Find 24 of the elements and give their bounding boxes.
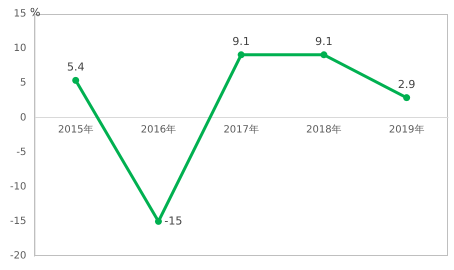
point [154, 218, 162, 225]
data-label: 5.4 [66, 60, 84, 74]
data-label: 2.9 [398, 78, 416, 92]
data-label: 9.1 [232, 35, 250, 48]
point [72, 76, 80, 84]
y-tick-label: -5 [16, 146, 26, 158]
y-tick-label: 10 [14, 43, 26, 54]
data-label: 9.1 [315, 35, 333, 48]
y-tick-label: -20 [10, 250, 26, 262]
y-axis-title: % [30, 6, 40, 19]
x-tick-label: 2016年 [140, 123, 176, 136]
point [320, 51, 328, 58]
point [238, 51, 245, 58]
x-tick-label: 2017年 [223, 123, 259, 136]
point [403, 94, 410, 102]
x-tick-label: 2018年 [306, 123, 342, 136]
y-tick-label: 5 [20, 78, 26, 89]
y-tick-label: -15 [10, 216, 26, 228]
y-tick-label: 0 [20, 112, 26, 124]
y-tick-label: -10 [10, 181, 26, 192]
y-tick-label: 15 [14, 8, 26, 20]
x-tick-label: 2015年 [58, 123, 94, 136]
x-tick-label: 2019年 [388, 123, 424, 136]
data-label: -15 [164, 214, 182, 228]
